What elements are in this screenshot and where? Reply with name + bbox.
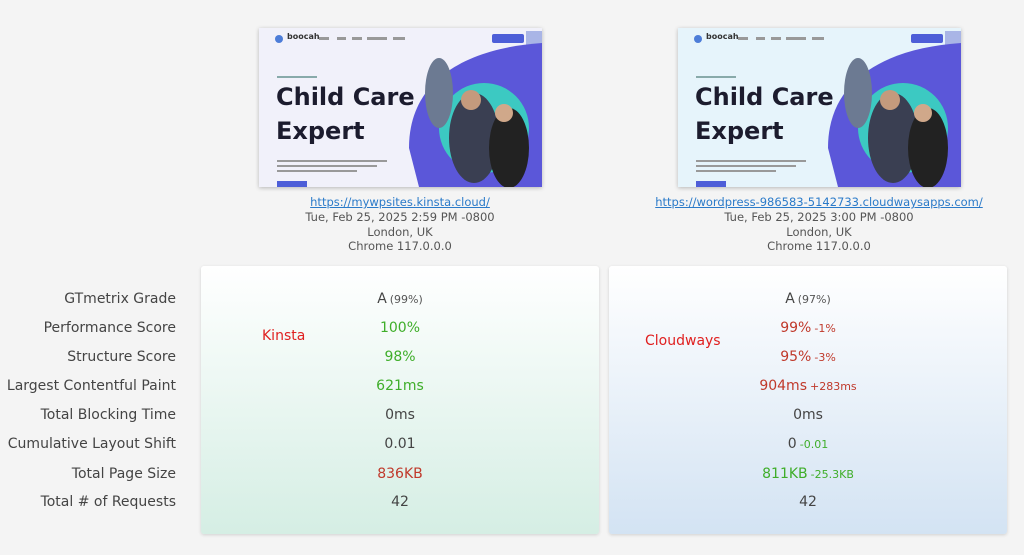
row-label: Largest Contentful Paint — [6, 378, 176, 394]
face — [495, 104, 513, 122]
person — [868, 93, 918, 183]
button — [492, 34, 524, 43]
site-label: Kinsta — [262, 328, 306, 344]
thumbnail-art — [678, 28, 961, 187]
metric-value: 100% — [379, 320, 421, 336]
cta — [277, 181, 307, 187]
metric: 811KB -25.3KB — [762, 466, 854, 482]
metric: 0ms — [793, 407, 823, 423]
metric-value: 0ms — [793, 407, 823, 423]
nav-items — [738, 37, 824, 40]
metric: 42 — [799, 494, 817, 510]
metric: 836KB — [377, 466, 423, 482]
metric-value: 0 — [787, 436, 797, 452]
eyebrow — [277, 76, 317, 78]
metric: A (97%) — [785, 291, 831, 307]
metric-value: 0ms — [385, 407, 415, 423]
metric-value: 99% — [780, 320, 812, 336]
paragraph — [277, 160, 387, 172]
face — [880, 90, 900, 110]
person — [908, 108, 948, 187]
logo-icon — [694, 35, 702, 43]
site-label: Cloudways — [645, 333, 721, 349]
row-label: Performance Score — [43, 320, 176, 336]
page-thumbnail: boocah Child Care Expert — [678, 28, 961, 187]
metric-value: 904ms — [759, 378, 807, 394]
metric-value: 95% — [780, 349, 812, 365]
metric-detail: -25.3KB — [810, 468, 854, 481]
child — [425, 58, 453, 128]
row-label: Cumulative Layout Shift — [7, 436, 176, 452]
location: London, UK — [367, 224, 433, 239]
face — [914, 104, 932, 122]
button — [945, 31, 961, 45]
face — [461, 90, 481, 110]
url-link[interactable]: https://wordpress-986583-5142733.cloudwa… — [655, 195, 983, 209]
button — [526, 31, 542, 45]
person — [449, 93, 499, 183]
metric: 42 — [391, 494, 409, 510]
metric-value: A — [785, 291, 795, 307]
cta — [696, 181, 726, 187]
metric-value: 42 — [799, 494, 817, 510]
metric-value: 98% — [384, 349, 416, 365]
metric-value: A — [377, 291, 387, 307]
browser: Chrome 117.0.0.0 — [767, 239, 871, 253]
headline: Expert — [276, 117, 365, 145]
metric-value: 811KB — [762, 466, 808, 482]
metric: 0ms — [385, 407, 415, 423]
metric-detail: +283ms — [809, 380, 857, 393]
row-label: Structure Score — [67, 349, 176, 365]
headline: Expert — [695, 117, 784, 145]
metric-detail: (99%) — [389, 293, 423, 306]
headline: Child Care — [695, 83, 834, 111]
row-label: Total Blocking Time — [40, 407, 176, 423]
page-thumbnail: boocah Child Care Expert — [259, 28, 542, 187]
row-label: Total Page Size — [71, 466, 176, 482]
thumbnail-art — [259, 28, 542, 187]
browser: Chrome 117.0.0.0 — [348, 239, 452, 253]
location: London, UK — [786, 224, 852, 239]
row-label: GTmetrix Grade — [64, 291, 176, 307]
nav-items — [319, 37, 405, 40]
paragraph — [696, 160, 806, 172]
metric: 0.01 — [384, 436, 415, 452]
result-panel — [201, 266, 599, 534]
metric-detail: -0.01 — [799, 438, 829, 451]
metric-value: 0.01 — [384, 436, 416, 452]
headline: Child Care — [276, 83, 415, 111]
person — [489, 108, 529, 187]
metric: 98% — [384, 349, 415, 365]
metric: 621ms — [376, 378, 424, 394]
metric-value: 621ms — [376, 378, 424, 394]
logo-icon — [275, 35, 283, 43]
date: Tue, Feb 25, 2025 3:00 PM -0800 — [724, 210, 914, 224]
result-panel — [609, 266, 1007, 534]
metric: 95% -3% — [780, 349, 836, 365]
metric-value: 42 — [391, 494, 409, 510]
button — [911, 34, 943, 43]
url-link[interactable]: https://mywpsites.kinsta.cloud/ — [310, 195, 490, 209]
metric: 0 -0.01 — [788, 436, 828, 452]
metric: A (99%) — [377, 291, 423, 307]
metric-detail: -3% — [814, 351, 836, 364]
eyebrow — [696, 76, 736, 78]
metric-detail: -1% — [814, 322, 836, 335]
metric: 99% -1% — [780, 320, 836, 336]
logo: boocah — [287, 32, 320, 41]
logo: boocah — [706, 32, 739, 41]
metric: 100% — [380, 320, 420, 336]
metric: 904ms +283ms — [759, 378, 856, 394]
metric-value: 836KB — [377, 466, 423, 482]
row-label: Total # of Requests — [40, 494, 176, 510]
metric-detail: (97%) — [797, 293, 831, 306]
child — [844, 58, 872, 128]
date: Tue, Feb 25, 2025 2:59 PM -0800 — [305, 210, 495, 224]
